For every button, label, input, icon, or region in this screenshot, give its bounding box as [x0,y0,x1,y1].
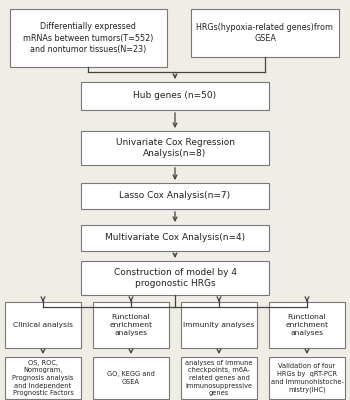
Bar [5,302,81,348]
Text: GO, KEGG and
GSEA: GO, KEGG and GSEA [107,371,155,385]
Bar [81,225,269,251]
Bar [81,82,269,110]
Bar [5,357,81,399]
Bar [269,357,345,399]
Text: Immunity analyses: Immunity analyses [183,322,255,328]
Text: Validation of four
HRGs by  qRT-PCR
and Immunohistoche-
mistry(IHC): Validation of four HRGs by qRT-PCR and I… [271,363,343,393]
Text: OS, ROC,
Nomogram,
Prognosis analysis
and Independent
Prognostic Factors: OS, ROC, Nomogram, Prognosis analysis an… [12,360,74,396]
Bar [81,261,269,295]
Bar [93,302,169,348]
Text: Differentially expressed
mRNAs between tumors(T=552)
and nontumor tissues(N=23): Differentially expressed mRNAs between t… [23,22,153,54]
Text: Univariate Cox Regression
Analysis(n=8): Univariate Cox Regression Analysis(n=8) [116,138,234,158]
Bar [181,357,257,399]
Bar [81,131,269,165]
Bar [81,183,269,209]
Text: Construction of model by 4
progonostic HRGs: Construction of model by 4 progonostic H… [113,268,237,288]
Text: HRGs(hypoxia-related genes)from
GSEA: HRGs(hypoxia-related genes)from GSEA [196,23,334,43]
Text: Multivariate Cox Analysis(n=4): Multivariate Cox Analysis(n=4) [105,234,245,242]
Bar [269,302,345,348]
Text: analyses of immune
checkpoints, m6A-
related genes and
immunosuppressive
genes: analyses of immune checkpoints, m6A- rel… [185,360,253,396]
Text: Functional
enrichment
analyses: Functional enrichment analyses [286,314,329,336]
Bar [191,9,339,57]
Text: Functional
enrichment
analyses: Functional enrichment analyses [110,314,153,336]
Bar [9,9,167,67]
Bar [93,357,169,399]
Text: Lasso Cox Analysis(n=7): Lasso Cox Analysis(n=7) [119,192,231,200]
Bar [181,302,257,348]
Text: Hub genes (n=50): Hub genes (n=50) [133,92,217,100]
Text: Clinical analysis: Clinical analysis [13,322,73,328]
